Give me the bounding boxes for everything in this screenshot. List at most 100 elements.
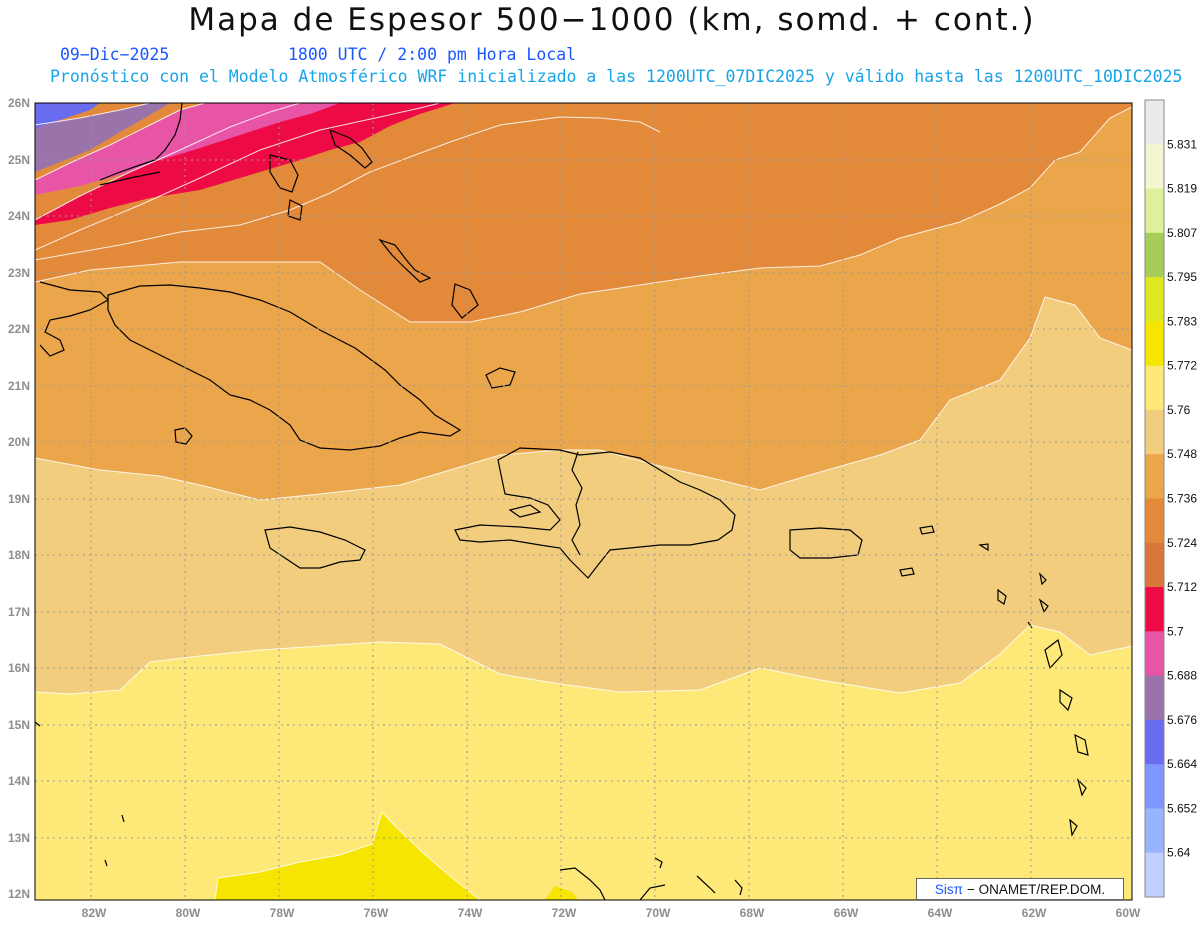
coast-bahamas-6 <box>287 199 303 221</box>
lat-label: 18N <box>8 548 30 562</box>
colorbar-swatch <box>1145 232 1164 278</box>
colorbar-swatch <box>1145 719 1164 765</box>
coast-venezuela <box>559 857 743 900</box>
lon-label: 80W <box>176 906 201 920</box>
lon-label: 68W <box>740 906 765 920</box>
colorbar-swatch <box>1145 587 1164 632</box>
lat-label: 26N <box>8 96 30 110</box>
colorbar-level-label: 5.676 <box>1167 713 1197 727</box>
colorbar-level-label: 5.831 <box>1167 137 1197 151</box>
lon-label: 78W <box>270 906 295 920</box>
lat-label: 21N <box>8 379 30 393</box>
colorbar-swatch <box>1145 764 1164 809</box>
thickness-band-5760 <box>215 812 480 900</box>
colorbar-level-label: 5.819 <box>1167 182 1197 196</box>
coast-hispaniola <box>454 447 736 579</box>
lat-label: 23N <box>8 266 30 280</box>
lat-label: 20N <box>8 435 30 449</box>
map-frame <box>34 102 1133 901</box>
lon-label: 76W <box>364 906 389 920</box>
thickness-band-5748-patch <box>44 870 62 892</box>
lon-label: 82W <box>82 906 107 920</box>
lon-label: 74W <box>458 906 483 920</box>
lat-label: 22N <box>8 322 30 336</box>
colorbar-swatch <box>1145 321 1164 367</box>
credit-text: − ONAMET/REP.DOM. <box>966 881 1106 897</box>
coast-florida-keys <box>99 171 161 186</box>
lat-label: 17N <box>8 605 30 619</box>
lat-label: 25N <box>8 153 30 167</box>
colorbar-swatch <box>1145 277 1164 322</box>
thickness-band-5688 <box>35 103 455 225</box>
thickness-band-5760-patch <box>545 886 578 900</box>
lon-label: 70W <box>646 906 671 920</box>
thickness-band-5700 <box>35 103 720 260</box>
coast-bahamas-1 <box>378 238 432 283</box>
colorbar-level-label: 5.736 <box>1167 492 1197 506</box>
longitude-axis: 82W 80W 78W 76W 74W 72W 70W 68W 66W 64W … <box>82 906 1141 920</box>
coast-bahamas-4 <box>269 154 299 193</box>
coast-small-islands <box>35 525 1033 867</box>
coast-jamaica <box>264 526 366 569</box>
colorbar-swatch <box>1145 188 1164 234</box>
lat-label: 14N <box>8 774 30 788</box>
lat-label: 15N <box>8 718 30 732</box>
colorbar-swatch <box>1145 409 1164 455</box>
coast-gonave <box>508 504 542 518</box>
credit-box: Sisπ − ONAMET/REP.DOM. <box>916 878 1124 900</box>
colorbar-swatch <box>1145 852 1164 898</box>
lat-label: 13N <box>8 831 30 845</box>
colorbar-swatch <box>1145 144 1164 190</box>
contour-fill-layer <box>35 103 1132 900</box>
colorbar-level-label: 5.76 <box>1167 403 1191 417</box>
colorbar-swatch <box>1145 542 1164 588</box>
forecast-time: 1800 UTC / 2:00 pm Hora Local <box>288 45 577 64</box>
lat-label: 19N <box>8 492 30 506</box>
contour-lines <box>35 103 1132 900</box>
thickness-band-5748 <box>35 625 1132 900</box>
colorbar-level-label: 5.724 <box>1167 536 1197 550</box>
colorbar-level-label: 5.64 <box>1167 846 1191 860</box>
forecast-date: 09−Dic−2025 <box>60 45 170 64</box>
sispi-logo: Sisπ <box>934 881 963 897</box>
colorbar-swatch <box>1145 100 1164 145</box>
colorbar-level-label: 5.772 <box>1167 359 1197 373</box>
colorbar-level-label: 5.783 <box>1167 314 1197 328</box>
coast-cuba <box>39 281 462 451</box>
lat-label: 24N <box>8 209 30 223</box>
colorbar-level-label: 5.688 <box>1167 669 1197 683</box>
coast-isla-juventud <box>174 427 193 445</box>
latitude-axis: 26N 25N 24N 23N 22N 21N 20N 19N 18N 17N … <box>8 96 30 901</box>
colorbar-level-label: 5.664 <box>1167 757 1197 771</box>
lon-label: 64W <box>928 906 953 920</box>
lon-label: 66W <box>834 906 859 920</box>
colorbar-level-label: 5.712 <box>1167 580 1197 594</box>
lon-label: 62W <box>1022 906 1047 920</box>
colorbar-swatch <box>1145 365 1164 411</box>
colorbar: 5.831 5.819 5.807 5.795 5.783 5.772 5.76 5.748 5… <box>1144 99 1197 898</box>
colorbar-swatch <box>1145 454 1164 499</box>
coast-haiti-border <box>571 451 583 556</box>
model-run-info: Pronóstico con el Modelo Atmosférico WRF… <box>50 67 1183 86</box>
map-title: Mapa de Espesor 500−1000 (km, somd. + co… <box>188 2 1036 38</box>
colorbar-level-label: 5.748 <box>1167 447 1197 461</box>
coast-bahamas-5 <box>329 128 373 169</box>
colorbar-swatch <box>1145 631 1164 677</box>
lon-label: 60W <box>1116 906 1141 920</box>
colorbar-level-label: 5.807 <box>1167 226 1197 240</box>
colorbar-level-label: 5.795 <box>1167 270 1197 284</box>
lat-label: 16N <box>8 661 30 675</box>
thickness-band-5640 <box>35 103 100 128</box>
graticule <box>35 103 1132 900</box>
coast-antilles <box>997 572 1089 837</box>
colorbar-swatch <box>1145 808 1164 854</box>
lon-label: 72W <box>552 906 577 920</box>
lat-label: 12N <box>8 887 30 901</box>
colorbar-level-label: 5.7 <box>1167 624 1184 638</box>
colorbar-swatch <box>1145 675 1164 721</box>
thickness-band-5676 <box>35 103 340 195</box>
coast-florida <box>99 103 183 181</box>
colorbar-swatch <box>1145 498 1164 544</box>
colorbar-frame <box>1144 99 1165 898</box>
